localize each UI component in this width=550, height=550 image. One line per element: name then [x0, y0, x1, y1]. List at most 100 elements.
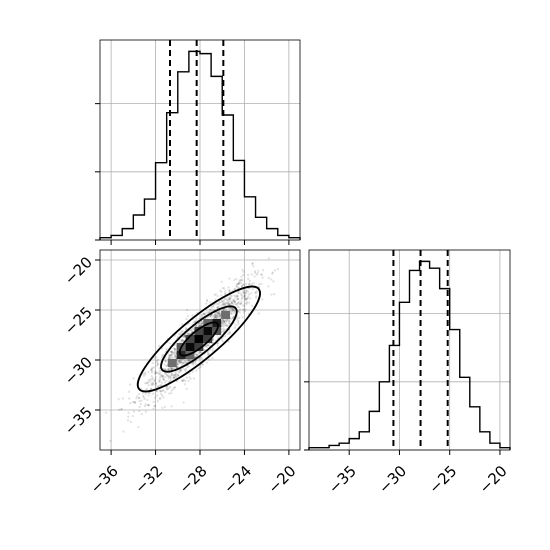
- scatter-point: [233, 294, 236, 297]
- scatter-point: [173, 386, 176, 389]
- scatter-point: [170, 392, 173, 395]
- scatter-point: [185, 387, 188, 390]
- scatter-point: [164, 372, 168, 376]
- scatter-point: [235, 277, 238, 281]
- density-cell: [185, 343, 195, 351]
- scatter-point: [210, 316, 213, 319]
- scatter-point: [237, 292, 240, 295]
- scatter-point: [186, 365, 189, 368]
- scatter-point: [117, 398, 120, 401]
- scatter-point: [159, 384, 162, 387]
- scatter-point: [248, 283, 251, 286]
- scatter-point: [201, 357, 204, 360]
- scatter-point: [210, 306, 213, 309]
- scatter-point: [229, 307, 232, 310]
- scatter-point: [198, 325, 201, 328]
- scatter-point: [194, 353, 198, 356]
- scatter-point: [214, 298, 217, 301]
- scatter-point: [167, 368, 170, 371]
- scatter-point: [146, 398, 149, 401]
- y-tick-label: −20: [61, 253, 96, 288]
- scatter-point: [158, 389, 161, 392]
- scatter-point: [194, 360, 197, 364]
- scatter-point: [234, 324, 237, 327]
- scatter-point: [225, 323, 228, 326]
- scatter-point: [235, 303, 238, 306]
- scatter-point: [224, 319, 227, 323]
- scatter-point: [174, 350, 177, 353]
- density-cell: [194, 343, 204, 351]
- scatter-point: [229, 312, 232, 315]
- scatter-point: [179, 369, 182, 372]
- scatter-point: [224, 335, 227, 338]
- scatter-point: [137, 426, 140, 429]
- scatter-point: [270, 293, 273, 296]
- scatter-point: [221, 319, 224, 322]
- scatter-point: [220, 290, 223, 293]
- scatter-point: [232, 311, 235, 315]
- scatter-point: [147, 394, 150, 397]
- scatter-point: [159, 375, 162, 378]
- scatter-point: [200, 314, 203, 317]
- scatter-point: [251, 262, 254, 265]
- scatter-point: [179, 331, 182, 334]
- scatter-point: [215, 313, 218, 316]
- scatter-point: [270, 278, 273, 281]
- scatter-point: [242, 292, 245, 295]
- scatter-point: [230, 301, 234, 304]
- scatter-point: [194, 325, 197, 328]
- scatter-point: [251, 288, 254, 291]
- scatter-point: [167, 357, 171, 360]
- scatter-point: [222, 325, 225, 328]
- scatter-point: [165, 347, 168, 351]
- scatter-point: [104, 411, 108, 414]
- scatter-point: [238, 310, 241, 314]
- scatter-point: [218, 315, 221, 318]
- scatter-point: [233, 301, 236, 304]
- scatter-point: [255, 290, 258, 293]
- scatter-point: [191, 314, 194, 317]
- scatter-point: [200, 322, 203, 325]
- scatter-point: [169, 378, 173, 381]
- scatter-point: [159, 397, 162, 400]
- scatter-point: [242, 283, 245, 286]
- scatter-point: [142, 396, 146, 399]
- scatter-point: [135, 397, 138, 400]
- scatter-point: [174, 373, 177, 376]
- scatter-point: [186, 331, 190, 334]
- scatter-point: [159, 369, 162, 372]
- scatter-point: [222, 301, 226, 304]
- scatter-point: [223, 323, 226, 326]
- scatter-point: [142, 374, 145, 377]
- scatter-point: [198, 324, 201, 327]
- scatter-point: [159, 390, 162, 393]
- scatter-point: [205, 345, 208, 348]
- scatter-point: [244, 291, 247, 294]
- scatter-point: [146, 381, 149, 384]
- scatter-point: [160, 374, 163, 377]
- scatter-point: [154, 404, 157, 408]
- scatter-point: [237, 306, 240, 309]
- scatter-point: [222, 303, 225, 306]
- scatter-point: [225, 319, 228, 323]
- scatter-point: [184, 379, 187, 383]
- scatter-point: [180, 369, 183, 372]
- scatter-point: [168, 374, 171, 378]
- y-tick-label: −25: [61, 303, 96, 338]
- scatter-point: [180, 339, 184, 342]
- scatter-point: [131, 401, 135, 404]
- scatter-point: [144, 388, 147, 392]
- scatter-point: [168, 342, 172, 345]
- scatter-point: [238, 281, 241, 285]
- scatter-point: [244, 282, 248, 286]
- scatter-point: [176, 362, 179, 366]
- scatter-point: [227, 307, 231, 310]
- scatter-point: [140, 399, 143, 402]
- scatter-point: [192, 361, 195, 365]
- scatter-point: [202, 313, 206, 316]
- scatter-point: [244, 293, 247, 297]
- scatter-point: [240, 294, 243, 297]
- scatter-point: [164, 376, 167, 379]
- scatter-point: [169, 385, 172, 389]
- scatter-point: [165, 386, 168, 389]
